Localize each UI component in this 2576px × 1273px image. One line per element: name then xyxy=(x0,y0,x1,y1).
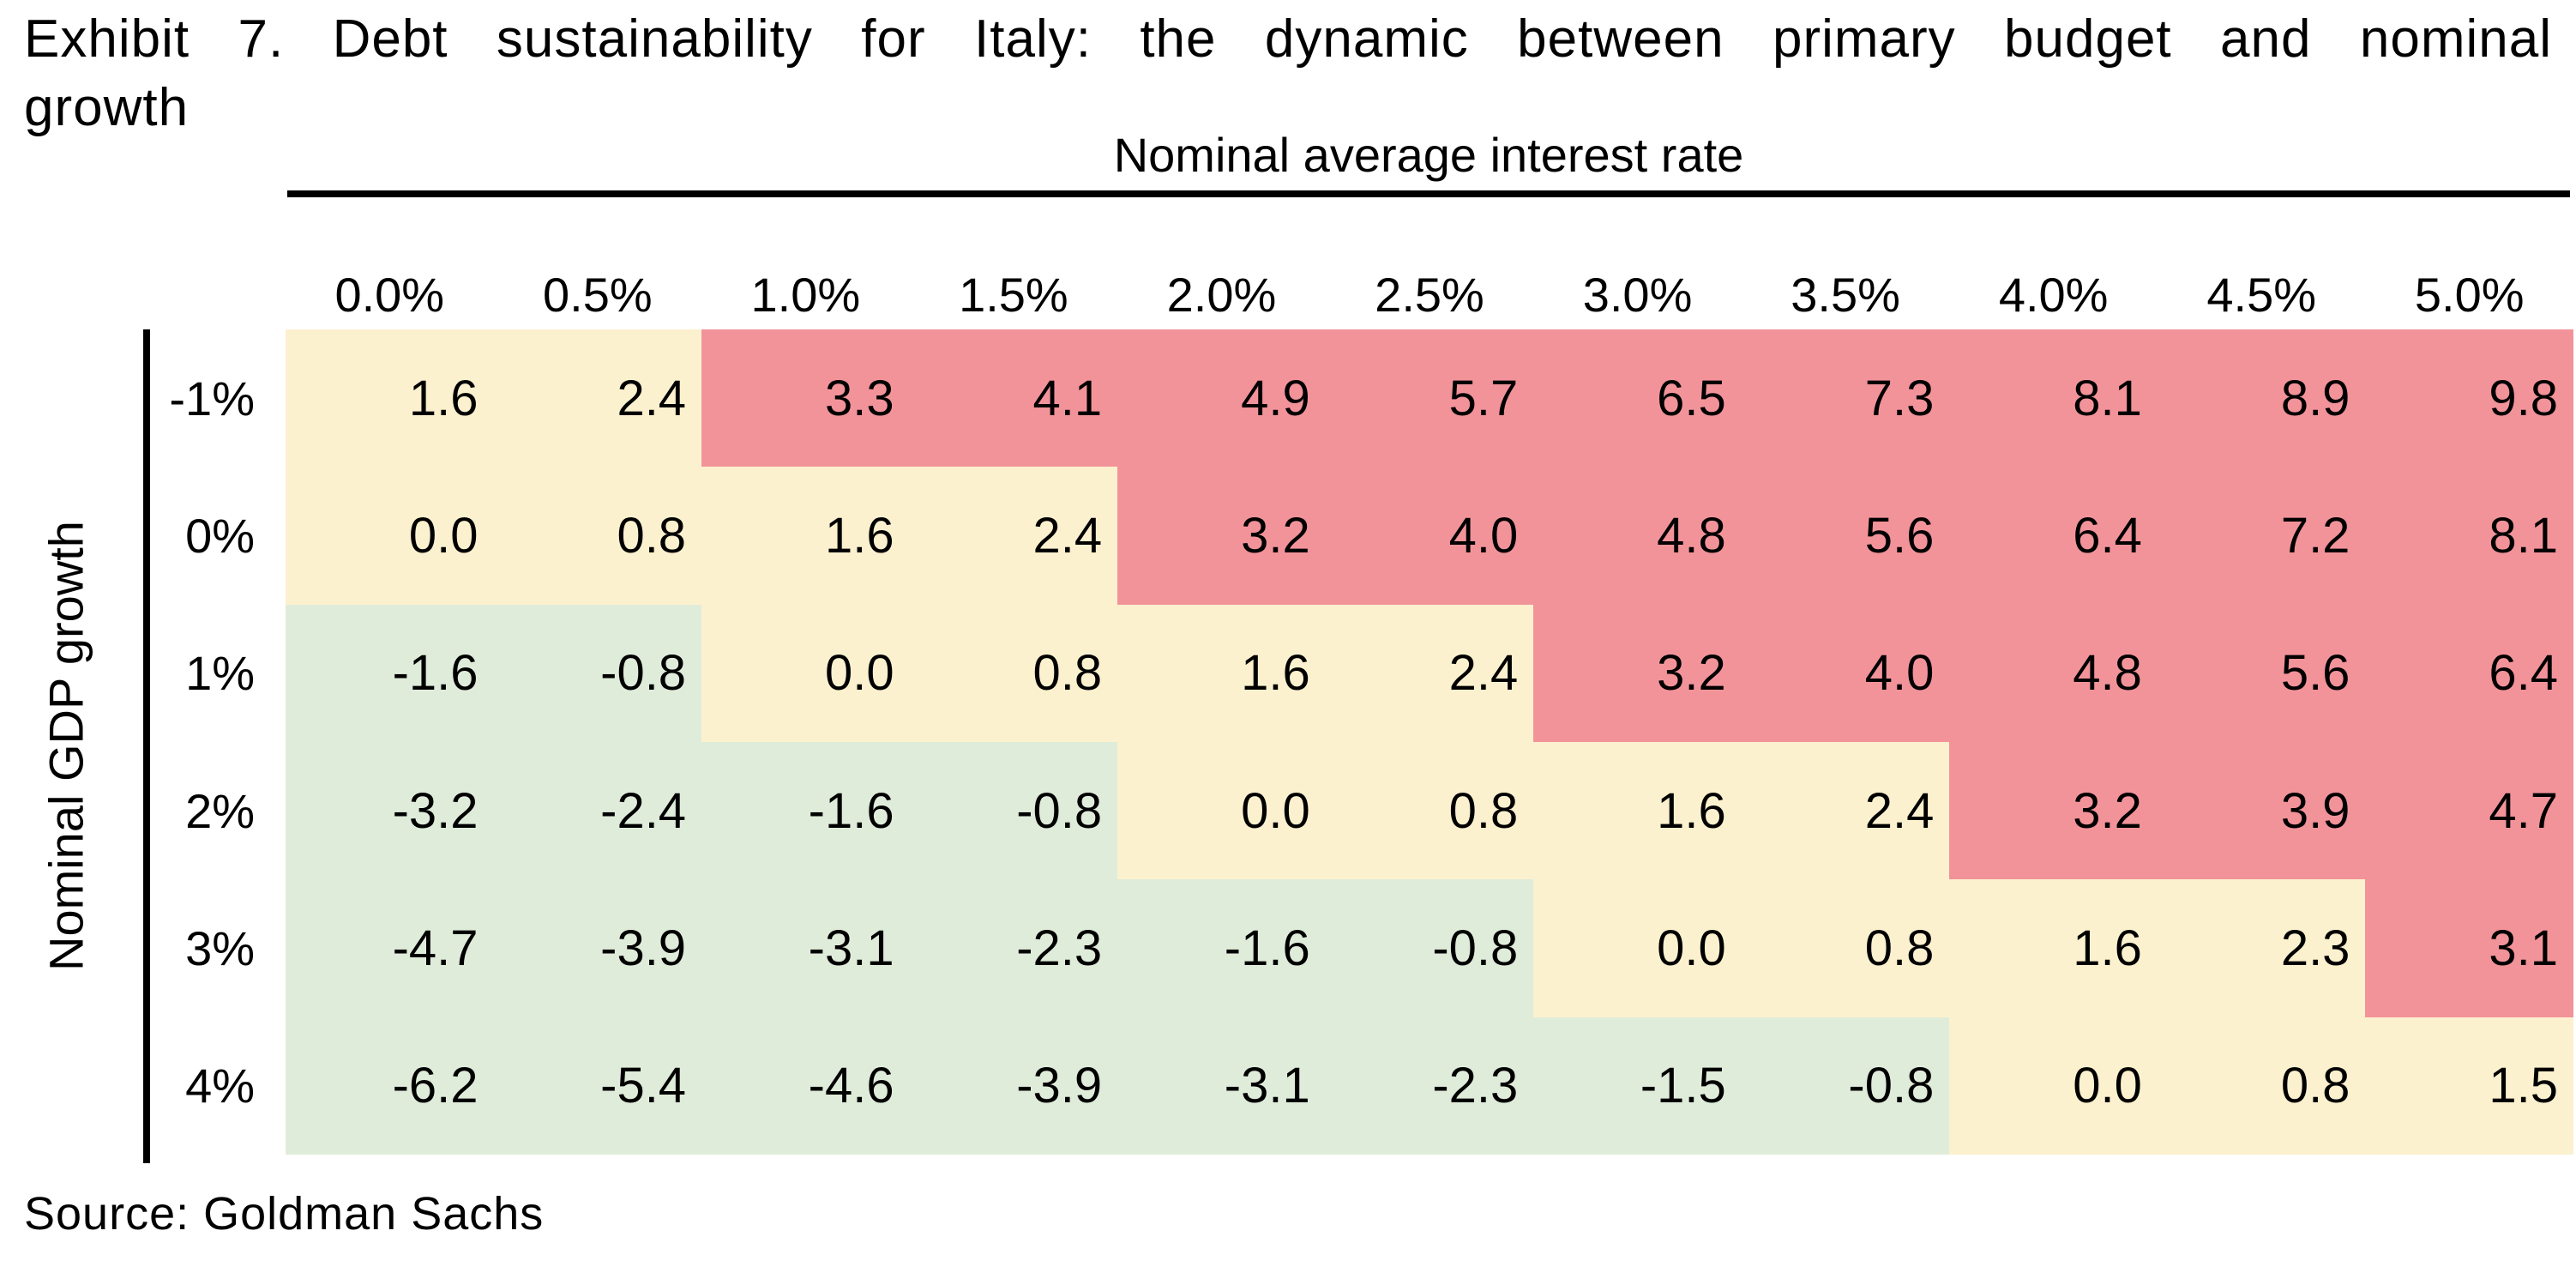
heatmap-cell: -2.3 xyxy=(1325,1017,1534,1155)
heatmap-cell: 2.4 xyxy=(1741,741,1950,880)
heatmap-cell: -1.6 xyxy=(701,741,910,880)
heatmap-cell: 4.7 xyxy=(2365,741,2573,880)
heatmap-cell: 0.8 xyxy=(1741,879,1950,1017)
heatmap-cell: 1.6 xyxy=(1949,879,2158,1017)
heatmap-cell: 3.2 xyxy=(1533,604,1742,742)
heatmap-cell: 6.5 xyxy=(1533,329,1742,468)
heatmap-cell: 1.5 xyxy=(2365,1017,2573,1155)
page-title: Exhibit 7. Debt sustainability for Italy… xyxy=(24,5,2552,142)
heatmap-cell: -3.9 xyxy=(909,1017,1118,1155)
page-title-line2: growth xyxy=(24,78,190,137)
column-header: 2.5% xyxy=(1375,267,1484,322)
heatmap-cell: -3.1 xyxy=(1117,1017,1326,1155)
column-header: 2.0% xyxy=(1166,267,1277,322)
row-label: 0% xyxy=(185,508,255,563)
y-axis-rule xyxy=(143,329,150,1163)
column-header: 3.5% xyxy=(1791,267,1900,322)
row-label: 1% xyxy=(185,646,255,701)
y-axis-title: Nominal GDP growth xyxy=(39,521,93,972)
heatmap-cell: 1.6 xyxy=(1117,604,1326,742)
column-header: 1.0% xyxy=(750,267,861,322)
heatmap-cell: 0.8 xyxy=(909,604,1118,742)
heatmap-cell: 6.4 xyxy=(1949,467,2158,605)
column-header: 4.0% xyxy=(1998,267,2109,322)
heatmap-cell: -0.8 xyxy=(1741,1017,1950,1155)
heatmap-cell: 3.9 xyxy=(2157,741,2366,880)
heatmap-cell: 1.6 xyxy=(701,467,910,605)
heatmap-cell: 7.2 xyxy=(2157,467,2366,605)
heatmap-cell: 4.0 xyxy=(1741,604,1950,742)
heatmap-cell: -3.1 xyxy=(701,879,910,1017)
heatmap-cell: 8.9 xyxy=(2157,329,2366,468)
heatmap-cell: -0.8 xyxy=(493,604,702,742)
heatmap-cell: -5.4 xyxy=(493,1017,702,1155)
heatmap-cell: 0.0 xyxy=(1533,879,1742,1017)
heatmap-cell: 1.6 xyxy=(1533,741,1742,880)
heatmap-cell: 1.6 xyxy=(286,329,494,468)
heatmap-cell: 3.2 xyxy=(1949,741,2158,880)
heatmap-cell: 5.7 xyxy=(1325,329,1534,468)
heatmap-cell: 2.4 xyxy=(493,329,702,468)
heatmap-cell: 0.8 xyxy=(1325,741,1534,880)
heatmap-cell: -4.6 xyxy=(701,1017,910,1155)
heatmap-cell: -3.9 xyxy=(493,879,702,1017)
heatmap-cell: 0.0 xyxy=(701,604,910,742)
heatmap-cell: -1.6 xyxy=(1117,879,1326,1017)
heatmap-cell: 2.4 xyxy=(1325,604,1534,742)
column-header: 5.0% xyxy=(2414,267,2525,322)
heatmap-cell: -2.3 xyxy=(909,879,1118,1017)
heatmap-cell: 8.1 xyxy=(1949,329,2158,468)
heatmap-cell: 3.1 xyxy=(2365,879,2573,1017)
source-note: Source: Goldman Sachs xyxy=(24,1188,545,1240)
heatmap-cell: 8.1 xyxy=(2365,467,2573,605)
heatmap-cell: 4.8 xyxy=(1949,604,2158,742)
heatmap-cell: 6.4 xyxy=(2365,604,2573,742)
column-header: 0.5% xyxy=(542,267,653,322)
row-label: -1% xyxy=(169,371,255,425)
row-label: 4% xyxy=(185,1059,255,1113)
heatmap-cell: 7.3 xyxy=(1741,329,1950,468)
row-label: 3% xyxy=(185,920,255,975)
heatmap-cell: -1.6 xyxy=(286,604,494,742)
heatmap-grid: 1.6 2.4 3.3 4.1 4.9 5.7 6.5 7.3 8.1 8.9 9.8 0.0 0.8 1… xyxy=(286,329,2573,1155)
heatmap-cell: 4.1 xyxy=(909,329,1118,468)
heatmap-cell: 4.9 xyxy=(1117,329,1326,468)
heatmap-cell: 9.8 xyxy=(2365,329,2573,468)
heatmap-cell: 0.0 xyxy=(1949,1017,2158,1155)
heatmap-cell: -0.8 xyxy=(1325,879,1534,1017)
column-header: 3.0% xyxy=(1582,267,1693,322)
heatmap-cell: 0.0 xyxy=(286,467,494,605)
heatmap-cell: 4.8 xyxy=(1533,467,1742,605)
column-header: 0.0% xyxy=(334,267,445,322)
heatmap-cell: 2.4 xyxy=(909,467,1118,605)
heatmap-cell: 0.8 xyxy=(2157,1017,2366,1155)
heatmap-cell: -1.5 xyxy=(1533,1017,1742,1155)
column-headers: 0.0% 0.5% 1.0% 1.5% 2.0% 2.5% 3.0% 3.5% 4.0% 4.5%… xyxy=(286,264,2573,324)
column-header: 1.5% xyxy=(959,267,1068,322)
heatmap-cell: 4.0 xyxy=(1325,467,1534,605)
heatmap-cell: 0.8 xyxy=(493,467,702,605)
heatmap-cell: -3.2 xyxy=(286,741,494,880)
heatmap-cell: 3.2 xyxy=(1117,467,1326,605)
heatmap-cell: -2.4 xyxy=(493,741,702,880)
row-label: 2% xyxy=(185,783,255,838)
heatmap-cell: -4.7 xyxy=(286,879,494,1017)
heatmap-cell: 5.6 xyxy=(2157,604,2366,742)
heatmap-cell: 5.6 xyxy=(1741,467,1950,605)
heatmap-cell: -0.8 xyxy=(909,741,1118,880)
x-axis-title: Nominal average interest rate xyxy=(1113,128,1744,182)
x-axis-rule xyxy=(287,190,2570,197)
row-labels: -1% 0% 1% 2% 3% 4% xyxy=(159,329,262,1155)
page-title-line1: Exhibit 7. Debt sustainability for Italy… xyxy=(24,9,2552,69)
column-header: 4.5% xyxy=(2206,267,2316,322)
heatmap-cell: 3.3 xyxy=(701,329,910,468)
heatmap-cell: 0.0 xyxy=(1117,741,1326,880)
heatmap-cell: -6.2 xyxy=(286,1017,494,1155)
heatmap-cell: 2.3 xyxy=(2157,879,2366,1017)
